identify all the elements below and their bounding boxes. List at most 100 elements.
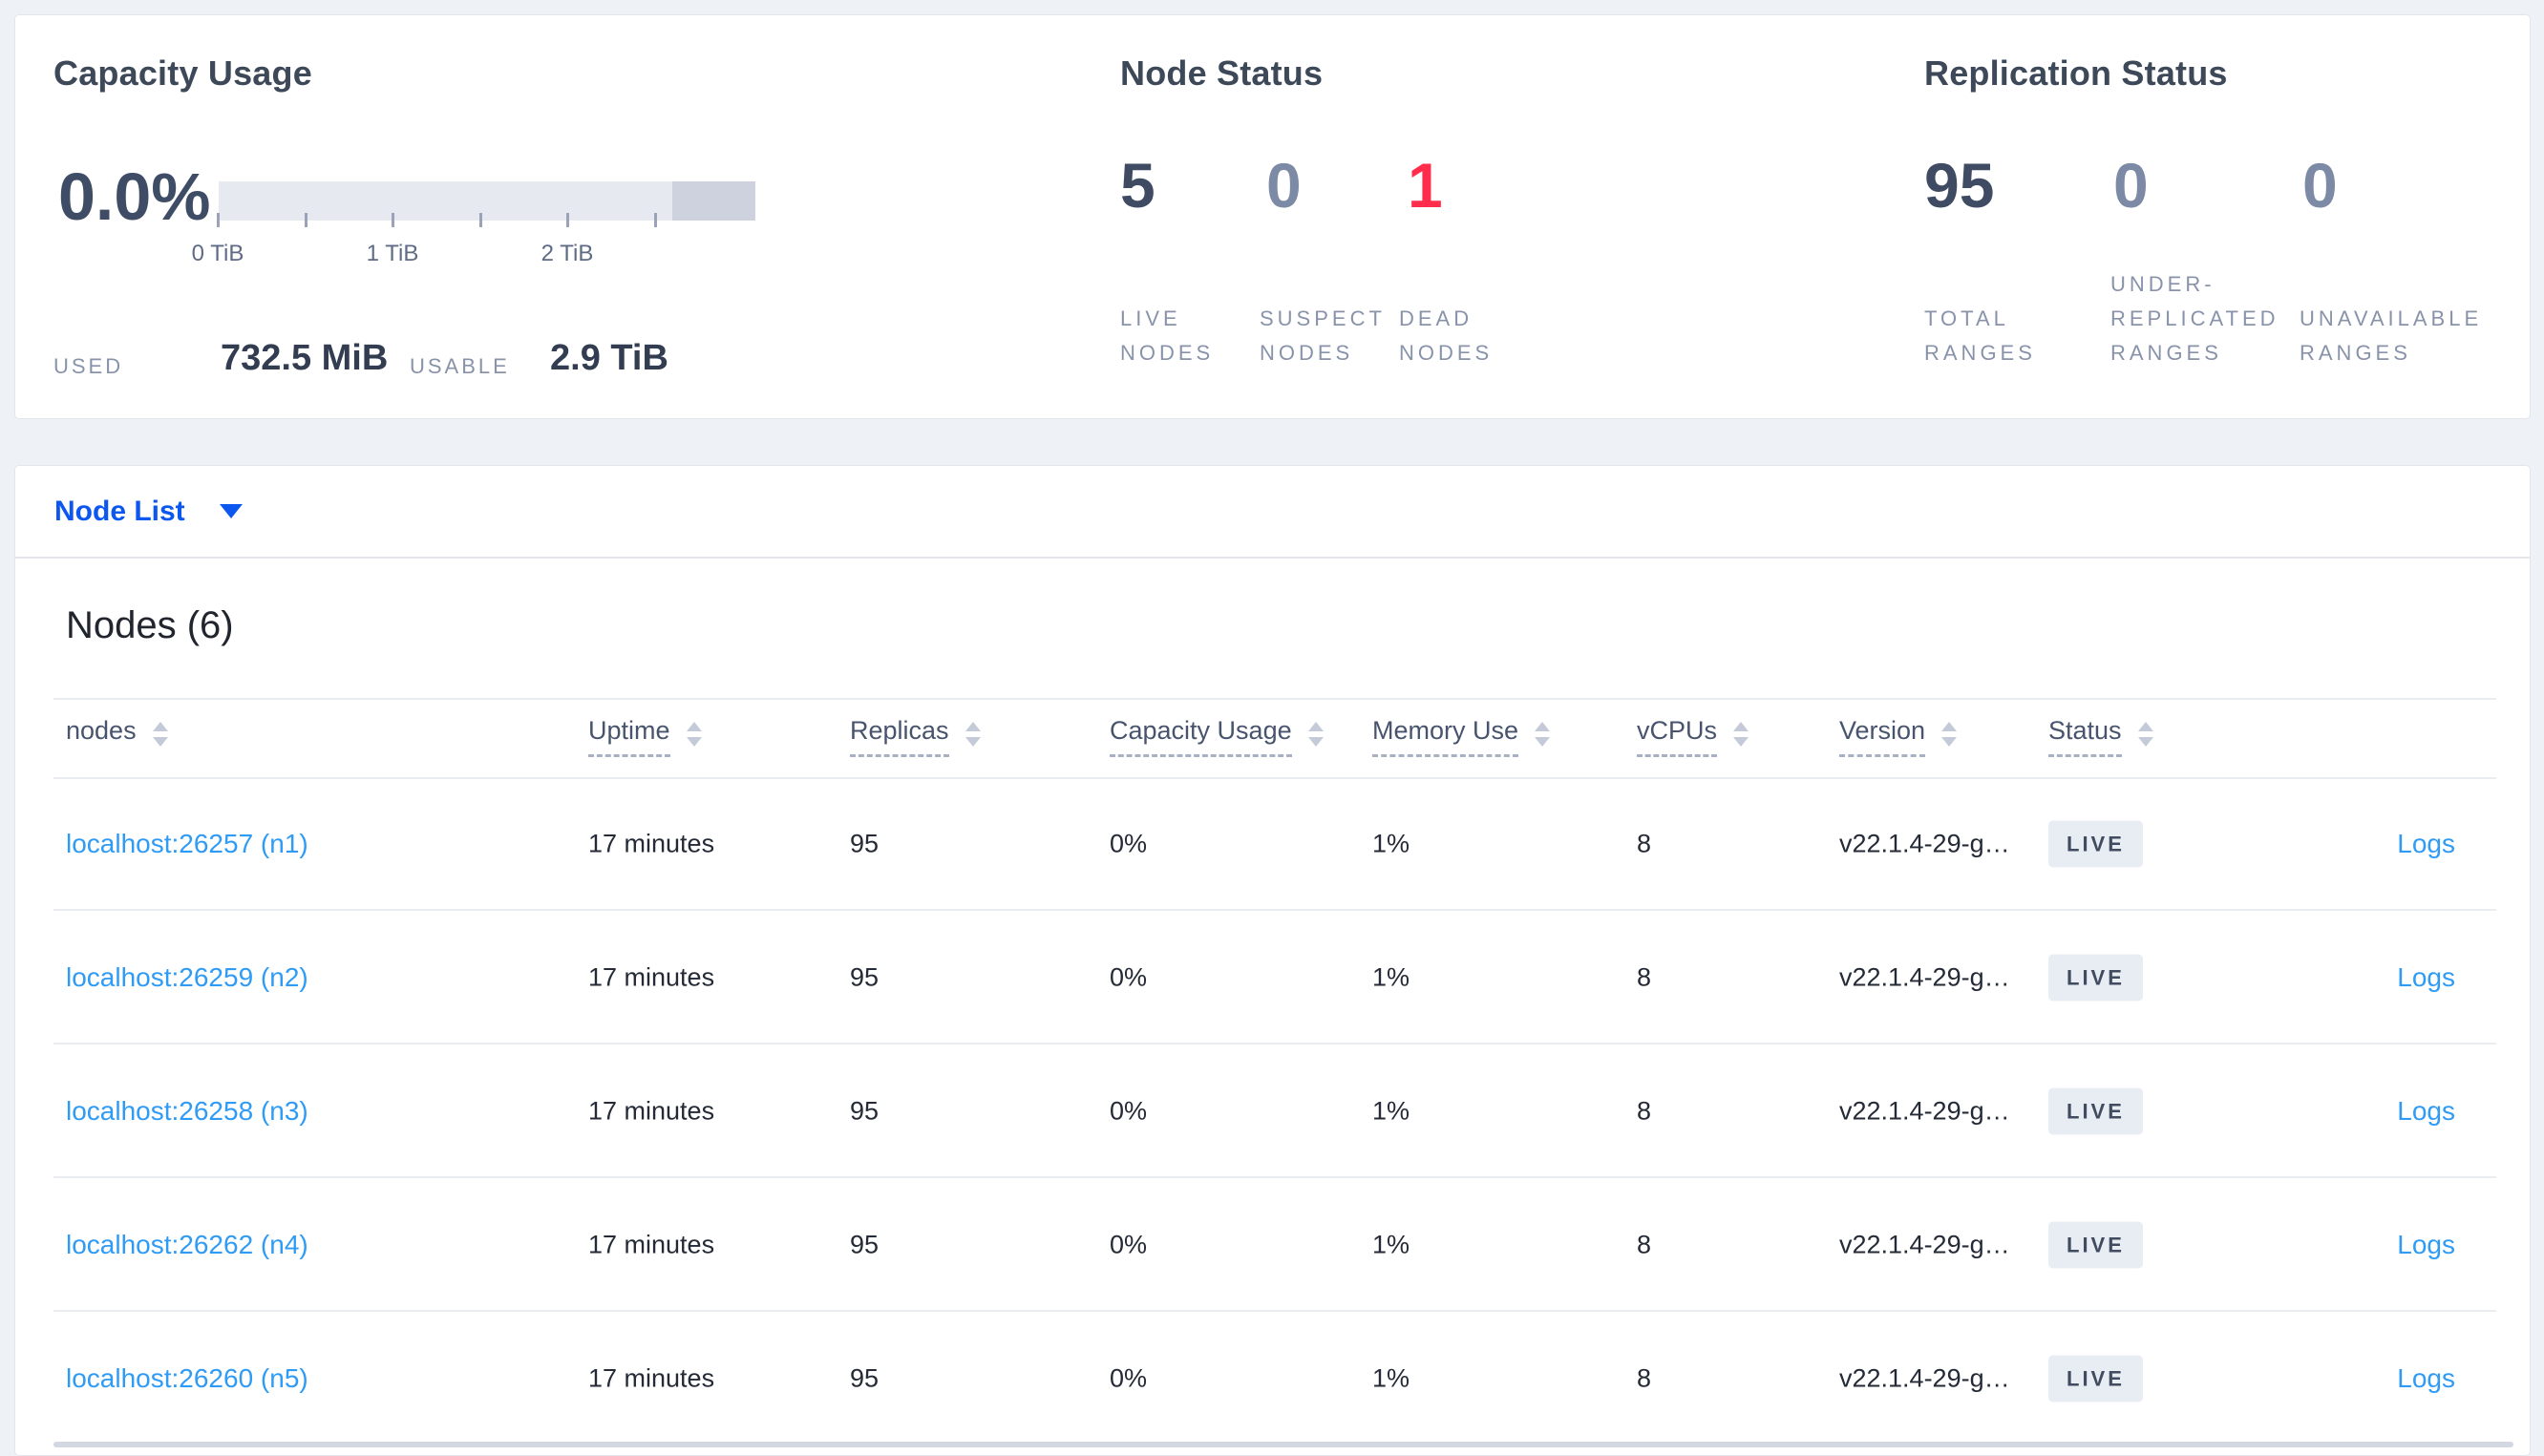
status-badge: LIVE xyxy=(2048,1355,2143,1403)
divider xyxy=(53,1176,2496,1178)
under-replicated-ranges-label: UNDER- REPLICATED RANGES xyxy=(2110,272,2279,365)
used-value: 732.5 MiB xyxy=(221,338,389,378)
logs-link[interactable]: Logs xyxy=(2397,829,2455,858)
live-nodes-count: 5 xyxy=(1120,150,1155,221)
uptime-cell: 17 minutes xyxy=(588,1363,715,1393)
usable-label: USABLE xyxy=(410,354,510,378)
sort-icon xyxy=(1535,722,1551,747)
sort-icon xyxy=(152,722,168,747)
logs-link[interactable]: Logs xyxy=(2397,962,2455,992)
divider xyxy=(53,909,2496,911)
horizontal-scrollbar[interactable] xyxy=(53,1442,2513,1447)
vcpus-cell: 8 xyxy=(1637,1363,1652,1393)
replicas-cell: 95 xyxy=(850,829,880,858)
column-header-label: Version xyxy=(1839,716,1926,757)
total-ranges-count: 95 xyxy=(1924,150,1995,221)
sort-icon xyxy=(686,722,702,747)
column-header-vcpus[interactable]: vCPUs xyxy=(1637,716,1749,757)
memory-cell: 1% xyxy=(1372,1230,1410,1259)
replicas-cell: 95 xyxy=(850,1363,880,1393)
version-cell: v22.1.4-29-g… xyxy=(1839,962,2010,992)
capacity-cell: 0% xyxy=(1110,1096,1148,1126)
view-selector-bar: Node List xyxy=(14,465,2531,558)
uptime-cell: 17 minutes xyxy=(588,1230,715,1259)
logs-link[interactable]: Logs xyxy=(2397,1230,2455,1259)
status-badge: LIVE xyxy=(2048,1087,2143,1135)
version-cell: v22.1.4-29-g… xyxy=(1839,1230,2010,1259)
column-header-label: Capacity Usage xyxy=(1110,716,1292,757)
column-header-memory-use[interactable]: Memory Use xyxy=(1372,716,1551,757)
usable-value: 2.9 TiB xyxy=(550,338,668,378)
sort-icon xyxy=(965,722,981,747)
column-header-label: Uptime xyxy=(588,716,670,757)
axis-tick xyxy=(217,213,220,227)
logs-link[interactable]: Logs xyxy=(2397,1096,2455,1126)
replicas-cell: 95 xyxy=(850,1230,880,1259)
divider xyxy=(53,1310,2496,1312)
vcpus-cell: 8 xyxy=(1637,829,1652,858)
suspect-nodes-count: 0 xyxy=(1266,150,1302,221)
capacity-bar-reserved-segment xyxy=(672,181,755,221)
capacity-cell: 0% xyxy=(1110,1363,1148,1393)
axis-tick-label: 0 TiB xyxy=(191,241,244,266)
divider xyxy=(53,698,2496,700)
dead-nodes-count: 1 xyxy=(1408,150,1443,221)
column-header-replicas[interactable]: Replicas xyxy=(850,716,981,757)
capacity-usage-title: Capacity Usage xyxy=(53,53,312,93)
node-address-link[interactable]: localhost:26259 (n2) xyxy=(66,962,308,992)
capacity-usage-bar xyxy=(219,181,755,221)
column-header-capacity-usage[interactable]: Capacity Usage xyxy=(1110,716,1324,757)
capacity-cell: 0% xyxy=(1110,962,1148,992)
version-cell: v22.1.4-29-g… xyxy=(1839,1363,2010,1393)
vcpus-cell: 8 xyxy=(1637,1096,1652,1126)
axis-tick-label: 2 TiB xyxy=(541,241,594,266)
version-cell: v22.1.4-29-g… xyxy=(1839,829,2010,858)
memory-cell: 1% xyxy=(1372,1363,1410,1393)
column-header-status[interactable]: Status xyxy=(2048,716,2153,757)
nodes-section-title: Nodes (6) xyxy=(66,604,234,646)
vcpus-cell: 8 xyxy=(1637,1230,1652,1259)
total-ranges-label: TOTAL RANGES xyxy=(1924,306,2036,365)
vcpus-cell: 8 xyxy=(1637,962,1652,992)
sort-icon xyxy=(1307,722,1324,747)
axis-tick xyxy=(654,213,657,227)
sort-icon xyxy=(1733,722,1749,747)
table-row: localhost:26262 (n4) 17 minutes 95 0% 1%… xyxy=(15,1178,2530,1312)
column-header-label: Status xyxy=(2048,716,2122,757)
capacity-percent-value: 0.0% xyxy=(58,159,211,234)
column-header-uptime[interactable]: Uptime xyxy=(588,716,702,757)
logs-link[interactable]: Logs xyxy=(2397,1363,2455,1393)
column-header-nodes[interactable]: nodes xyxy=(66,716,168,754)
column-header-version[interactable]: Version xyxy=(1839,716,1958,757)
memory-cell: 1% xyxy=(1372,829,1410,858)
axis-tick xyxy=(566,213,569,227)
axis-tick xyxy=(305,213,307,227)
uptime-cell: 17 minutes xyxy=(588,962,715,992)
nodes-panel: Nodes (6) nodes Uptime Replicas Capacity… xyxy=(14,558,2531,1456)
memory-cell: 1% xyxy=(1372,1096,1410,1126)
divider xyxy=(53,1043,2496,1045)
axis-tick xyxy=(392,213,394,227)
column-header-label: nodes xyxy=(66,716,137,745)
live-nodes-label: LIVE NODES xyxy=(1120,306,1215,365)
replicas-cell: 95 xyxy=(850,962,880,992)
node-address-link[interactable]: localhost:26257 (n1) xyxy=(66,829,308,858)
node-list-dropdown-label: Node List xyxy=(54,495,185,527)
column-header-label: vCPUs xyxy=(1637,716,1718,757)
table-row: localhost:26258 (n3) 17 minutes 95 0% 1%… xyxy=(15,1045,2530,1178)
suspect-nodes-label: SUSPECT NODES xyxy=(1260,306,1386,365)
status-badge: LIVE xyxy=(2048,954,2143,1002)
node-address-link[interactable]: localhost:26262 (n4) xyxy=(66,1230,308,1259)
sort-icon xyxy=(2137,722,2153,747)
version-cell: v22.1.4-29-g… xyxy=(1839,1096,2010,1126)
node-list-dropdown[interactable]: Node List xyxy=(54,466,243,557)
capacity-bar-usable-segment xyxy=(219,181,672,221)
dead-nodes-label: DEAD NODES xyxy=(1399,306,1494,365)
status-badge: LIVE xyxy=(2048,1221,2143,1269)
used-label: USED xyxy=(53,354,124,378)
node-address-link[interactable]: localhost:26260 (n5) xyxy=(66,1363,308,1393)
memory-cell: 1% xyxy=(1372,962,1410,992)
sort-icon xyxy=(1941,722,1958,747)
axis-tick-label: 1 TiB xyxy=(366,241,419,266)
node-address-link[interactable]: localhost:26258 (n3) xyxy=(66,1096,308,1126)
